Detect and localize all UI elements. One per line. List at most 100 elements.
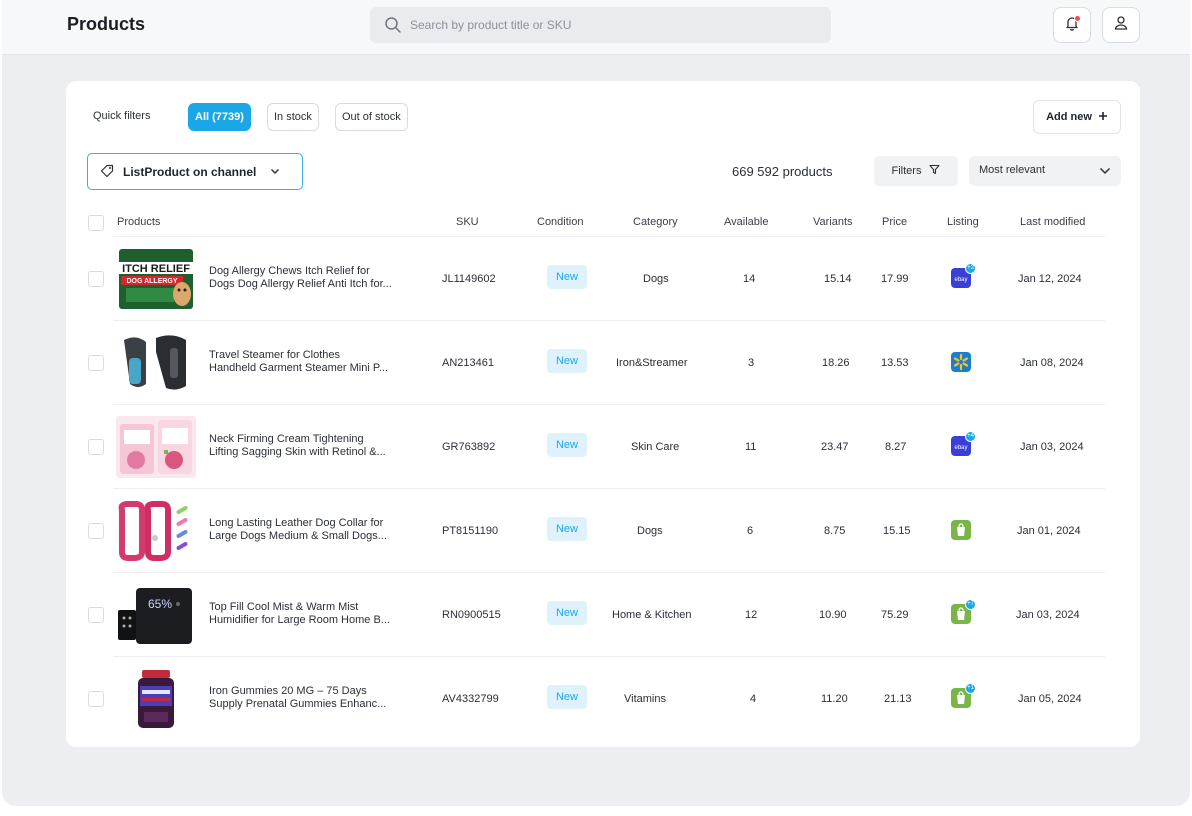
price-cell: 13.53 bbox=[881, 357, 909, 369]
listing-extra-count: +7 bbox=[965, 599, 976, 610]
column-header-variants[interactable]: Variants bbox=[813, 216, 853, 228]
table-row[interactable]: ITCH RELIEF DOG ALLERGY Dog Allergy Chew… bbox=[66, 237, 1140, 321]
column-header-category[interactable]: Category bbox=[633, 216, 678, 228]
variants-cell: 10.90 bbox=[819, 609, 847, 621]
filters-button[interactable]: Filters bbox=[874, 156, 958, 186]
row-divider bbox=[113, 488, 1105, 489]
chip-out-of-stock[interactable]: Out of stock bbox=[335, 103, 408, 131]
column-header-products[interactable]: Products bbox=[117, 216, 161, 228]
sku-cell: PT8151190 bbox=[442, 525, 499, 537]
svg-text:ebay: ebay bbox=[954, 277, 967, 283]
quick-filters-label: Quick filters bbox=[93, 110, 151, 122]
table-row[interactable]: Travel Steamer for Clothes Handheld Garm… bbox=[66, 321, 1140, 405]
sort-value: Most relevant bbox=[979, 164, 1046, 176]
chip-all[interactable]: All (7739) bbox=[188, 103, 251, 131]
price-cell: 15.15 bbox=[883, 525, 911, 537]
notifications-button[interactable] bbox=[1053, 7, 1091, 43]
available-cell: 12 bbox=[745, 609, 758, 621]
row-divider bbox=[113, 404, 1105, 405]
row-checkbox[interactable] bbox=[88, 691, 104, 707]
ebay-icon[interactable]: ebay +4 bbox=[951, 431, 976, 456]
page-title: Products bbox=[67, 14, 146, 34]
ebay-icon[interactable]: ebay +2 bbox=[951, 263, 976, 288]
category-cell: Vitamins bbox=[624, 693, 666, 705]
condition-badge: New bbox=[547, 349, 587, 373]
channel-filter-dropdown[interactable]: ListProduct on channel bbox=[87, 153, 303, 190]
variants-cell: 8.75 bbox=[824, 525, 846, 537]
product-title[interactable]: Travel Steamer for Clothes Handheld Garm… bbox=[209, 349, 388, 374]
products-card: Quick filters All (7739) In stock Out of… bbox=[66, 81, 1140, 747]
product-title[interactable]: Dog Allergy Chews Itch Relief for Dogs D… bbox=[209, 265, 392, 290]
product-image bbox=[116, 668, 196, 730]
svg-text:65%: 65% bbox=[148, 597, 172, 611]
product-title[interactable]: Top Fill Cool Mist & Warm Mist Humidifie… bbox=[209, 601, 390, 626]
header-divider bbox=[113, 236, 1105, 237]
category-cell: Dogs bbox=[637, 525, 663, 537]
category-cell: Home & Kitchen bbox=[612, 609, 692, 621]
listing-extra-count: +2 bbox=[965, 263, 976, 274]
chevron-down-icon bbox=[1099, 167, 1111, 175]
listing-extra-count: +1 bbox=[965, 683, 976, 694]
column-header-available[interactable]: Available bbox=[724, 216, 769, 228]
price-cell: 21.13 bbox=[884, 693, 912, 705]
product-image bbox=[116, 332, 196, 394]
add-new-label: Add new bbox=[1046, 111, 1092, 123]
chip-in-stock[interactable]: In stock bbox=[267, 103, 319, 131]
sku-cell: JL1149602 bbox=[442, 273, 496, 285]
product-title[interactable]: Neck Firming Cream Tightening Lifting Sa… bbox=[209, 433, 386, 458]
search-input[interactable] bbox=[410, 7, 820, 43]
profile-button[interactable] bbox=[1102, 7, 1140, 43]
column-header-sku[interactable]: SKU bbox=[456, 216, 479, 228]
available-cell: 4 bbox=[750, 693, 757, 705]
walmart-icon[interactable] bbox=[951, 352, 971, 372]
sort-dropdown[interactable]: Most relevant bbox=[969, 156, 1121, 186]
sku-cell: AN213461 bbox=[442, 357, 494, 369]
available-cell: 14 bbox=[743, 273, 756, 285]
row-checkbox[interactable] bbox=[88, 523, 104, 539]
row-checkbox[interactable] bbox=[88, 355, 104, 371]
category-cell: Skin Care bbox=[631, 441, 680, 453]
add-new-button[interactable]: Add new bbox=[1033, 100, 1121, 134]
row-checkbox[interactable] bbox=[88, 271, 104, 287]
product-title[interactable]: Long Lasting Leather Dog Collar for Larg… bbox=[209, 517, 387, 542]
category-cell: Iron&Streamer bbox=[616, 357, 688, 369]
row-checkbox[interactable] bbox=[88, 439, 104, 455]
available-cell: 11 bbox=[745, 441, 757, 453]
table-row[interactable]: Long Lasting Leather Dog Collar for Larg… bbox=[66, 489, 1140, 573]
price-cell: 17.99 bbox=[881, 273, 909, 285]
condition-badge: New bbox=[547, 517, 587, 541]
product-title[interactable]: Iron Gummies 20 MG – 75 Days Supply Pren… bbox=[209, 685, 387, 710]
product-image: 65% bbox=[116, 584, 196, 646]
column-header-price[interactable]: Price bbox=[882, 216, 908, 228]
notification-dot bbox=[1074, 15, 1081, 22]
column-header-last-modified[interactable]: Last modified bbox=[1020, 216, 1086, 228]
column-header-listing[interactable]: Listing bbox=[947, 216, 979, 228]
select-all-checkbox[interactable] bbox=[88, 215, 104, 231]
sku-cell: RN0900515 bbox=[442, 609, 501, 621]
channel-filter-label: ListProduct on channel bbox=[123, 164, 257, 179]
column-header-condition[interactable]: Condition bbox=[537, 216, 584, 228]
available-cell: 6 bbox=[747, 525, 754, 537]
shopify-icon[interactable]: +1 bbox=[951, 683, 976, 708]
table-row[interactable]: Neck Firming Cream Tightening Lifting Sa… bbox=[66, 405, 1140, 489]
shopify-icon[interactable]: +7 bbox=[951, 599, 976, 624]
product-image: ITCH RELIEF DOG ALLERGY bbox=[116, 248, 196, 310]
search-icon bbox=[384, 16, 402, 39]
variants-cell: 18.26 bbox=[822, 357, 850, 369]
row-divider bbox=[113, 656, 1105, 657]
svg-text:ebay: ebay bbox=[954, 445, 967, 451]
last-modified-cell: Jan 03, 2024 bbox=[1016, 609, 1080, 621]
tag-icon bbox=[100, 163, 115, 181]
condition-badge: New bbox=[547, 433, 587, 457]
listing-extra-count: +4 bbox=[965, 431, 976, 442]
search-box[interactable] bbox=[370, 7, 831, 43]
table-row[interactable]: 65% Top Fill Cool Mist & Warm Mist Humid… bbox=[66, 573, 1140, 657]
product-count: 669 592 products bbox=[732, 164, 833, 179]
table-row[interactable]: Iron Gummies 20 MG – 75 Days Supply Pren… bbox=[66, 657, 1140, 741]
last-modified-cell: Jan 03, 2024 bbox=[1020, 441, 1084, 453]
last-modified-cell: Jan 12, 2024 bbox=[1018, 273, 1082, 285]
shopify-icon[interactable] bbox=[951, 520, 971, 540]
row-checkbox[interactable] bbox=[88, 607, 104, 623]
plus-icon bbox=[1098, 111, 1108, 124]
